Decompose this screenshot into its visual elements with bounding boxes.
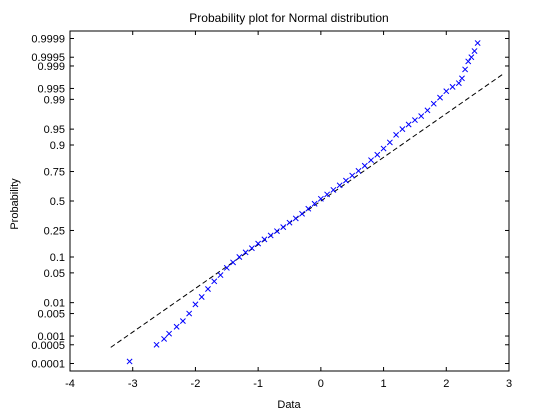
y-tick-label: 0.01: [44, 298, 65, 310]
data-point: [186, 310, 193, 317]
data-point: [261, 236, 268, 243]
x-axis-label: Data: [277, 399, 301, 411]
data-point: [179, 318, 186, 325]
x-tick-label: -4: [65, 378, 75, 390]
y-tick-label: 0.9995: [31, 52, 65, 64]
data-point: [292, 215, 299, 222]
y-tick-label: 0.001: [37, 331, 65, 343]
y-tick-label: 0.95: [44, 124, 65, 136]
y-tick-label: 0.25: [44, 225, 65, 237]
plot-area: [69, 30, 510, 372]
x-axis-ticks: -4 -3 -2 -1 0 1 2 3: [65, 31, 512, 390]
y-tick-label: 0.5: [50, 196, 65, 208]
x-tick-label: 1: [381, 378, 387, 390]
data-point: [368, 157, 374, 164]
data-point: [126, 358, 133, 365]
data-point: [474, 40, 481, 46]
y-tick-label: 0.05: [44, 268, 65, 280]
y-tick-label: 0.9: [50, 140, 65, 152]
data-point: [336, 182, 343, 189]
y-tick-label: 0.0001: [31, 359, 65, 371]
data-point: [153, 341, 160, 348]
data-point: [462, 66, 469, 73]
data-point: [399, 126, 406, 133]
data-point: [236, 254, 243, 260]
data-point: [349, 172, 356, 179]
data-point: [242, 249, 249, 256]
data-point: [393, 131, 400, 138]
data-point: [248, 245, 255, 252]
data-point: [405, 121, 412, 128]
y-tick-label: 0.995: [37, 83, 65, 95]
data-point: [361, 162, 368, 169]
x-tick-label: 3: [506, 378, 512, 390]
data-point: [274, 228, 280, 235]
y-tick-label: 0.99: [44, 94, 65, 106]
data-point: [468, 54, 475, 61]
data-point: [217, 272, 224, 279]
y-tick-label: 0.999: [37, 61, 65, 73]
data-point: [342, 177, 349, 184]
data-point: [449, 83, 456, 90]
data-point: [380, 145, 387, 152]
chart-title: Probability plot for Normal distribution: [189, 11, 388, 25]
data-point: [305, 205, 312, 212]
data-point: [355, 167, 362, 174]
data-point: [424, 107, 431, 114]
data-point: [267, 232, 274, 239]
data-point: [286, 219, 293, 226]
data-point: [205, 286, 211, 292]
data-point: [386, 139, 393, 146]
x-tick-label: 0: [318, 378, 324, 390]
data-point: [459, 75, 465, 82]
x-tick-label: 2: [443, 378, 449, 390]
data-point: [198, 294, 205, 300]
data-point: [443, 88, 450, 95]
y-tick-label: 0.1: [50, 252, 65, 264]
data-point: [330, 186, 337, 193]
data-point: [317, 195, 324, 202]
data-point: [223, 264, 230, 271]
data-point: [455, 80, 462, 87]
data-point: [465, 58, 472, 65]
data-points-layer: [126, 40, 481, 365]
data-point: [230, 259, 237, 266]
data-point: [161, 335, 168, 342]
data-point: [430, 100, 437, 107]
x-tick-label: -1: [253, 378, 263, 390]
data-point: [311, 200, 318, 207]
data-point: [411, 117, 418, 124]
data-point: [418, 113, 425, 120]
x-tick-label: -2: [191, 378, 201, 390]
data-point: [437, 94, 443, 101]
y-tick-label: 0.9999: [31, 33, 65, 45]
data-point: [324, 191, 331, 198]
y-axis-label: Probability: [9, 178, 21, 230]
data-point: [280, 224, 287, 231]
y-tick-label: 0.005: [37, 309, 65, 321]
data-point: [166, 330, 173, 337]
data-point: [192, 301, 199, 308]
data-point: [211, 278, 218, 285]
data-point: [374, 151, 381, 158]
data-point: [299, 210, 305, 217]
x-tick-label: -3: [128, 378, 138, 390]
data-point: [255, 240, 262, 247]
y-tick-label: 0.75: [44, 167, 65, 179]
data-point: [471, 48, 478, 55]
data-point: [173, 323, 180, 330]
y-tick-label: 0.0005: [31, 340, 65, 352]
